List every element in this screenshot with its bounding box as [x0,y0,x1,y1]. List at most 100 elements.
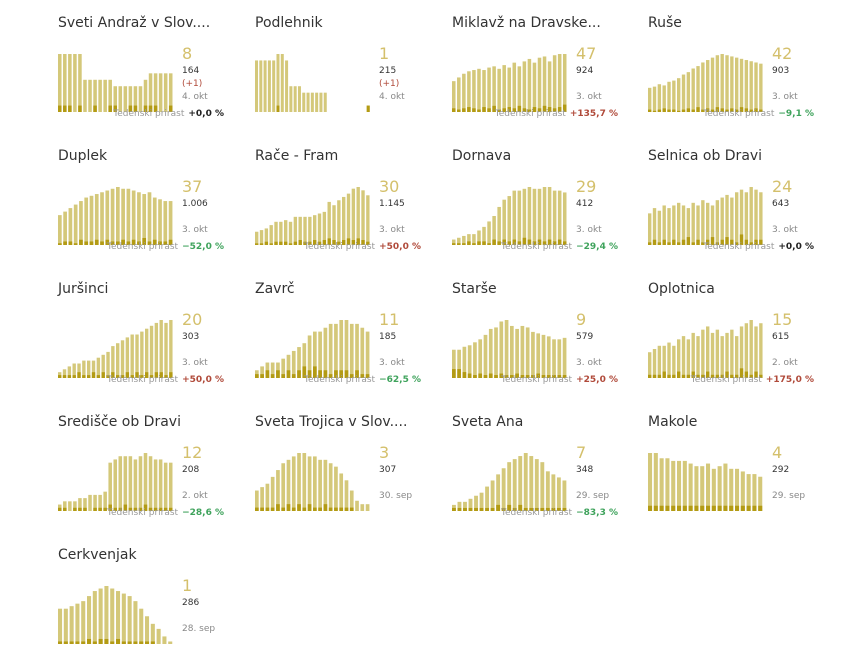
sparkline-bar [279,221,283,245]
sparkline-bar [502,65,506,112]
sparkline-bar [270,476,275,511]
sparkline-recent-bar [512,239,517,245]
sparkline-bar [103,491,107,511]
sparkline-recent-bar [725,237,729,245]
sparkline-bar [701,200,705,245]
sparkline-recent-bar [467,107,471,112]
sparkline-recent-bar [657,242,662,245]
sparkline-recent-bar [270,374,275,378]
sparkline-recent-bar [270,507,275,511]
sparkline-bar [478,339,483,378]
weekly-growth-value: −9,1 % [778,109,814,119]
sparkline-recent-bar [259,243,264,245]
sparkline-bar [323,459,328,511]
weekly-growth: Tedenski prirast −28,6 % [107,508,224,518]
sparkline-recent-bar [691,371,695,378]
sparkline-bar [264,228,269,245]
sparkline-bar [520,325,525,378]
sparkline-bar [735,468,740,511]
sparkline-bar [142,194,147,245]
weekly-growth-label: Tedenski prirast [304,242,376,252]
sparkline-recent-bar [284,241,288,245]
sparkline-recent-bar [457,109,461,112]
sparkline-recent-bar [298,240,302,245]
update-date: 3. okt [379,358,405,368]
sparkline-recent-bar [116,241,120,245]
region-name: Cerkvenjak [58,547,137,563]
region-card: Sveta Ana 7 348 29. sep Tedenski prirast −83,… [452,407,642,532]
region-name: Duplek [58,148,108,164]
sparkline-bar [541,334,546,378]
latest-count: 1 [379,44,390,63]
sparkline-recent-bar [725,109,729,112]
sparkline-recent-bar [759,374,763,378]
sparkline-recent-bar [667,109,671,112]
sparkline-recent-bar [108,105,112,112]
sparkline-recent-bar [473,375,477,378]
sparkline-bar [153,459,158,511]
sparkline-bar [303,216,307,245]
sparkline-bar [681,336,686,378]
sparkline-bar [485,486,490,511]
sparkline-recent-bar [715,107,720,112]
sparkline-bar [154,322,159,378]
sparkline-bar [306,92,310,112]
sparkline-bar [361,190,365,245]
sparkline-bar [706,60,710,112]
sparkline-recent-bar [84,241,89,245]
sparkline-bar [93,494,97,511]
sparkline-bar [317,213,322,245]
weekly-growth-label: Tedenski prirast [107,242,179,252]
sparkline-recent-bar [672,239,676,245]
sparkline-recent-bar [360,374,365,378]
sparkline-bar [507,67,512,112]
sparkline-recent-bar [265,370,270,378]
sparkline-bar [168,641,173,644]
sparkline-recent-bar [729,505,734,511]
sparkline-recent-bar [58,105,62,112]
sparkline-bar [691,332,695,378]
sparkline-chart [58,453,173,511]
sparkline-recent-bar [482,107,486,112]
sparkline-bar [297,86,301,112]
sparkline-recent-bar [291,507,296,511]
sparkline-bar [108,462,112,511]
sparkline-bar [537,188,542,245]
sparkline-chart [255,54,370,112]
sparkline-recent-bar [100,241,104,245]
sparkline-bar [488,328,493,378]
sparkline-bar [497,68,501,112]
sparkline-recent-bar [496,504,501,511]
sparkline-recent-bar [551,507,556,511]
sparkline-recent-bar [510,375,514,378]
sparkline-bar [457,501,462,511]
sparkline-recent-bar [94,239,99,245]
sparkline-bar [138,86,143,112]
sparkline-recent-bar [452,108,456,112]
sparkline-recent-bar [527,109,532,112]
sparkline-recent-bar [720,108,724,113]
sparkline-recent-bar [93,507,97,511]
sparkline-bar [706,463,711,511]
sparkline-bar [677,202,681,245]
sparkline-recent-bar [276,105,280,112]
update-date: 3. okt [576,358,602,368]
sparkline-recent-bar [696,374,700,378]
sparkline-recent-bar [517,105,522,112]
region-card: Selnica ob Dravi 24 643 3. okt Tedenski prir… [648,141,838,266]
region-name: Podlehnik [255,15,323,31]
sparkline-bar [133,459,138,511]
sparkline-bar [127,596,132,644]
sparkline-recent-bar [701,374,705,378]
sparkline-recent-bar [328,374,333,378]
sparkline-bar [106,351,110,378]
sparkline-bar [701,62,705,112]
sparkline-recent-bar [752,505,757,511]
sparkline-bar [483,334,488,378]
sparkline-bar [123,456,128,511]
sparkline-bar [487,221,491,245]
sparkline-bar [715,200,720,245]
sparkline-recent-bar [63,507,67,511]
sparkline-recent-bar [68,241,73,245]
sparkline-recent-bar [125,372,130,378]
